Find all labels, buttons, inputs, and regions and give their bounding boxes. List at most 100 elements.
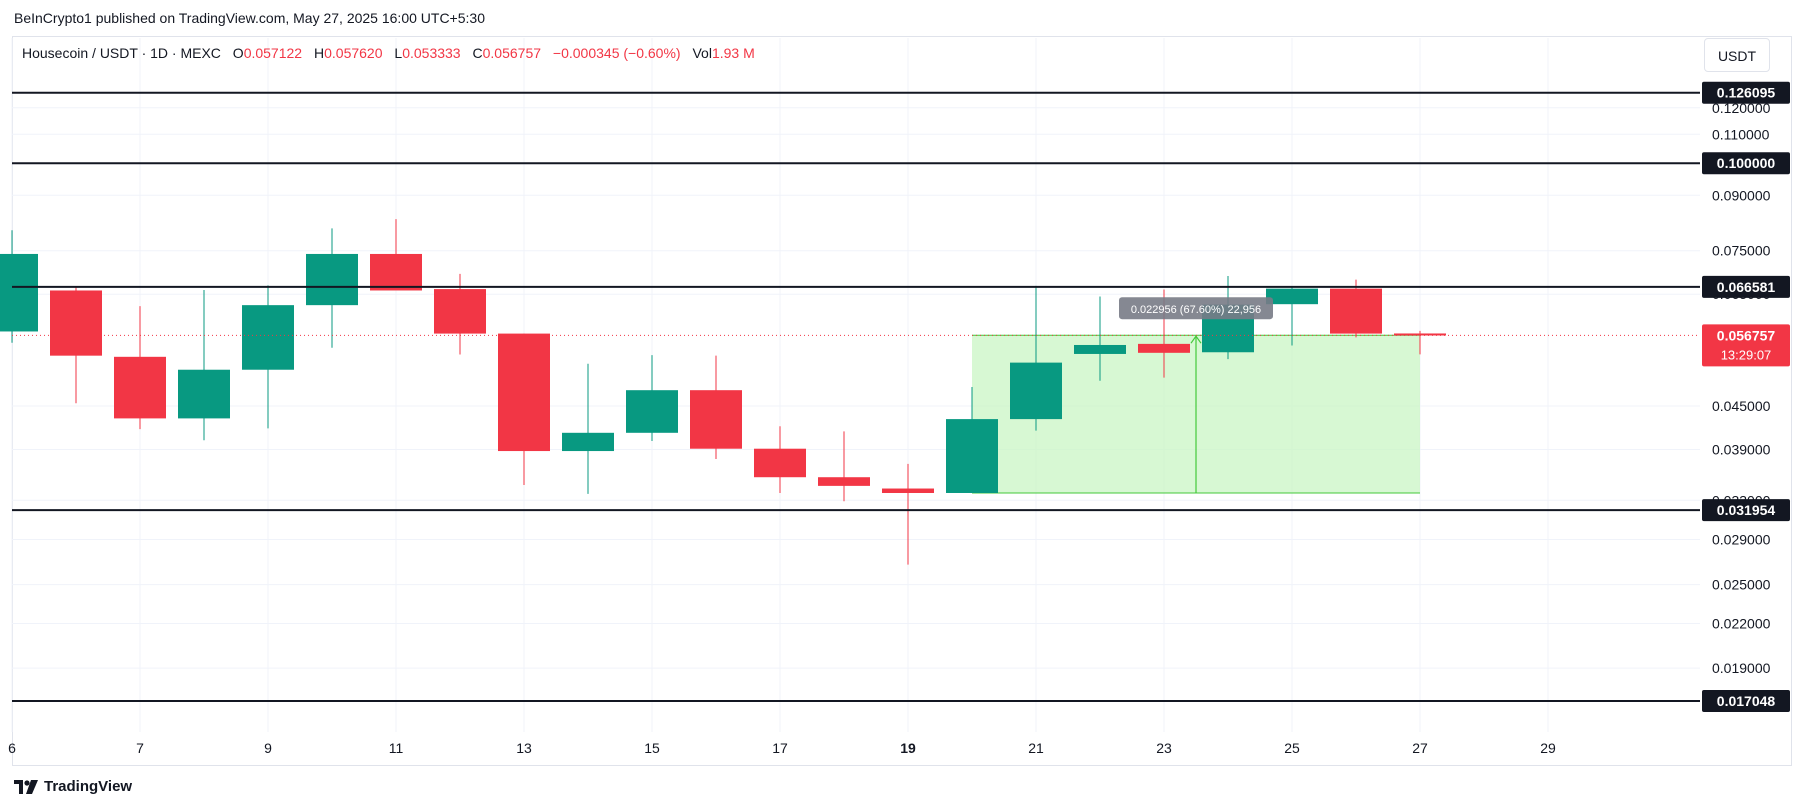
price-tick-label: 0.019000: [1712, 660, 1771, 676]
close-label: C: [472, 45, 483, 61]
candle-body: [498, 333, 550, 452]
price-tick-label: 0.025000: [1712, 577, 1771, 593]
high-value: 0.057620: [324, 45, 383, 61]
last-price-tag: [1702, 324, 1790, 367]
bar-countdown-label: 13:29:07: [1721, 347, 1772, 362]
time-tick-label: 21: [1028, 740, 1044, 756]
time-tick-label: 15: [644, 740, 660, 756]
price-tick-label: 0.090000: [1712, 187, 1771, 203]
symbol-label[interactable]: Housecoin / USDT · 1D · MEXC: [22, 45, 221, 61]
candle: [562, 363, 614, 494]
publisher-line: BeInCrypto1 published on TradingView.com…: [14, 10, 485, 26]
candle-body: [946, 419, 998, 493]
time-tick-label: 11: [389, 740, 404, 756]
candle-body: [754, 448, 806, 478]
price-tick-label: 0.120000: [1712, 100, 1771, 116]
horizontal-levels: 0.022956 (67.60%) 22,956: [12, 91, 1700, 703]
candle-body: [1266, 288, 1318, 305]
candle: [1074, 296, 1126, 381]
last-price-label: 0.056757: [1717, 327, 1776, 343]
low-label: L: [394, 45, 403, 61]
time-axis: 6 7 9 11 13 15 17 19 21 23 25 27 29: [8, 740, 1556, 756]
time-tick-label: 7: [136, 740, 144, 756]
candle: [626, 355, 678, 442]
time-tick-label: 19: [900, 740, 916, 756]
candle-body: [626, 390, 678, 433]
volume-value: 1.93 M: [711, 45, 755, 61]
candle: [498, 333, 550, 486]
time-tick-label: 23: [1156, 740, 1172, 756]
time-tick-label: 9: [264, 740, 272, 756]
candle-body: [882, 488, 934, 493]
low-value: 0.053333: [402, 45, 461, 61]
high-label: H: [313, 45, 325, 61]
time-tick-label: 13: [516, 740, 532, 756]
time-tick-label: 29: [1540, 740, 1556, 756]
candle-body: [50, 290, 102, 356]
candle: [0, 230, 38, 343]
candle-body: [114, 356, 166, 419]
ohlc-legend: Housecoin / USDT · 1D · MEXC O0.057122 H…: [22, 45, 763, 61]
candle-body: [1010, 362, 1062, 420]
change-value: −0.000345 (−0.60%): [552, 45, 681, 61]
candle: [1394, 330, 1446, 355]
footer-brand-text: TradingView: [44, 778, 133, 795]
level-price-tag: [1702, 690, 1790, 713]
time-tick-label: 6: [8, 740, 16, 756]
candle: [370, 219, 422, 291]
candle: [1330, 279, 1382, 338]
candle-body: [0, 253, 38, 332]
candle-body: [690, 390, 742, 449]
price-range-label-bg: [1119, 297, 1273, 320]
currency-button[interactable]: USDT: [1704, 38, 1770, 72]
candle-body: [562, 432, 614, 452]
candle: [178, 290, 230, 441]
candle-body: [434, 289, 486, 334]
level-price-tag: [1702, 152, 1790, 175]
candle: [690, 355, 742, 459]
level-price-label: 0.126095: [1717, 85, 1776, 101]
price-tick-label: 0.039000: [1712, 441, 1771, 457]
price-range-arrow-head: [1190, 335, 1202, 344]
close-value: 0.056757: [482, 45, 542, 61]
candle: [754, 426, 806, 493]
candle-body: [1330, 288, 1382, 334]
level-price-tag: [1702, 499, 1790, 522]
level-price-label: 0.100000: [1717, 155, 1776, 171]
price-tick-label: 0.045000: [1712, 398, 1771, 414]
volume-label: Vol: [692, 45, 712, 61]
time-tick-label: 27: [1412, 740, 1428, 756]
candle: [1010, 285, 1062, 431]
price-range-label: 0.022956 (67.60%) 22,956: [1131, 304, 1261, 316]
candle: [882, 463, 934, 565]
price-axis: 0.120000 0.110000 0.100000 0.090000 0.075000…: [1702, 81, 1790, 713]
tradingview-logo-icon: [14, 779, 38, 794]
candle-body: [178, 369, 230, 419]
candle: [114, 306, 166, 430]
footer-brand[interactable]: TradingView: [14, 778, 132, 795]
candle-body: [370, 253, 422, 291]
price-tick-label: 0.075000: [1712, 243, 1771, 259]
level-price-label: 0.031954: [1717, 502, 1776, 518]
candle-body: [1138, 343, 1190, 353]
candle: [946, 386, 998, 493]
level-price-tag: [1702, 275, 1790, 298]
time-tick-label: 17: [772, 740, 788, 756]
candle-body: [242, 305, 294, 370]
time-tick-label: 25: [1284, 740, 1300, 756]
level-price-label: 0.017048: [1717, 693, 1776, 709]
candle: [242, 285, 294, 429]
price-tick-label: 0.110000: [1712, 126, 1770, 142]
level-price-tag: [1702, 81, 1790, 104]
open-label: O: [232, 45, 244, 61]
candle-body: [1074, 344, 1126, 354]
level-price-label: 0.066581: [1717, 279, 1776, 295]
grid-lines: [11, 38, 1700, 732]
candle-body: [1394, 333, 1446, 336]
candle-body: [818, 477, 870, 486]
candle-body: [306, 253, 358, 306]
candle: [50, 286, 102, 404]
price-tick-label: 0.022000: [1712, 616, 1771, 632]
candle: [306, 228, 358, 348]
